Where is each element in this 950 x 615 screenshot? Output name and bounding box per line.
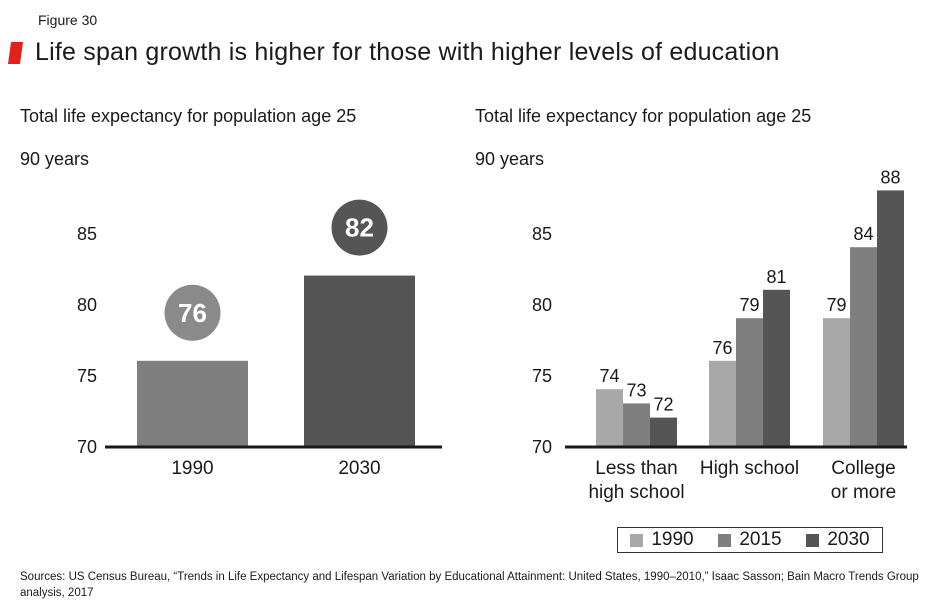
data-label-2030: 81	[766, 267, 786, 287]
x-tick-label: High school	[700, 458, 799, 479]
bar-2015	[850, 247, 877, 446]
y-tick-label: 80	[532, 295, 552, 315]
legend-label-1990: 1990	[651, 529, 694, 550]
right-chart-subtitle: Total life expectancy for population age…	[475, 106, 812, 126]
left-bar-chart: 70 75 80 85 76 1990 82 2030	[77, 199, 442, 479]
data-label-2030: 88	[880, 167, 900, 187]
y-tick-label: 85	[77, 224, 97, 244]
legend-label-2015: 2015	[739, 529, 782, 550]
legend-swatch-2030	[806, 533, 820, 547]
bar-2015	[736, 318, 763, 446]
title-accent-mark	[8, 41, 23, 64]
title-row: Life span growth is higher for those wit…	[8, 38, 780, 67]
data-label-2015: 84	[853, 224, 873, 244]
sources-note: Sources: US Census Bureau, “Trends in Li…	[20, 571, 919, 599]
legend-item-2030: 2030	[806, 529, 870, 551]
y-tick-label: 70	[532, 437, 552, 457]
value-bubble-1990	[164, 284, 221, 341]
data-label-2015: 79	[739, 295, 759, 315]
data-label-1990: 74	[599, 366, 619, 386]
bar-1990	[596, 389, 623, 446]
chart-legend: 1990 2015 2030	[617, 527, 883, 553]
legend-item-1990: 1990	[630, 529, 694, 551]
value-bubble-2030	[331, 199, 388, 256]
right-chart-unit-label: 90 years	[475, 149, 545, 169]
y-tick-label: 70	[77, 437, 97, 457]
y-tick-label: 75	[532, 366, 552, 386]
y-tick-label: 75	[77, 366, 97, 386]
bar-1990	[137, 360, 248, 446]
legend-label-2030: 2030	[827, 529, 870, 550]
legend-swatch-2015	[718, 533, 732, 547]
x-tick-label: 2030	[338, 458, 380, 479]
data-label-2015: 73	[626, 380, 646, 400]
y-tick-label: 85	[532, 224, 552, 244]
data-label-2030: 72	[653, 395, 673, 415]
x-tick-label: 1990	[171, 458, 213, 479]
bar-2030	[650, 417, 677, 446]
legend-item-2015: 2015	[718, 529, 782, 551]
bar-1990	[823, 318, 850, 446]
right-grouped-bar-chart: 70 75 80 85 74 73 72 Less than high school 76 79 81…	[532, 167, 907, 503]
bar-2015	[623, 403, 650, 446]
legend-swatch-1990	[630, 533, 644, 547]
x-tick-label: Less than	[595, 458, 677, 479]
data-label-1990: 76	[178, 298, 207, 328]
left-chart-subtitle: Total life expectancy for population age…	[20, 106, 357, 126]
left-chart-unit-label: 90 years	[20, 149, 90, 169]
x-tick-label: high school	[588, 482, 684, 503]
y-tick-label: 80	[77, 295, 97, 315]
data-label-1990: 76	[712, 338, 732, 358]
figure-label: Figure 30	[38, 12, 98, 28]
x-tick-label: College	[831, 458, 895, 479]
bar-2030	[763, 289, 790, 446]
page-title: Life span growth is higher for those wit…	[35, 38, 780, 66]
bar-2030	[304, 275, 415, 446]
data-label-2030: 82	[345, 213, 374, 243]
bar-2030	[877, 190, 904, 446]
x-tick-label: or more	[831, 482, 896, 503]
bar-1990	[709, 360, 736, 446]
data-label-1990: 79	[826, 295, 846, 315]
